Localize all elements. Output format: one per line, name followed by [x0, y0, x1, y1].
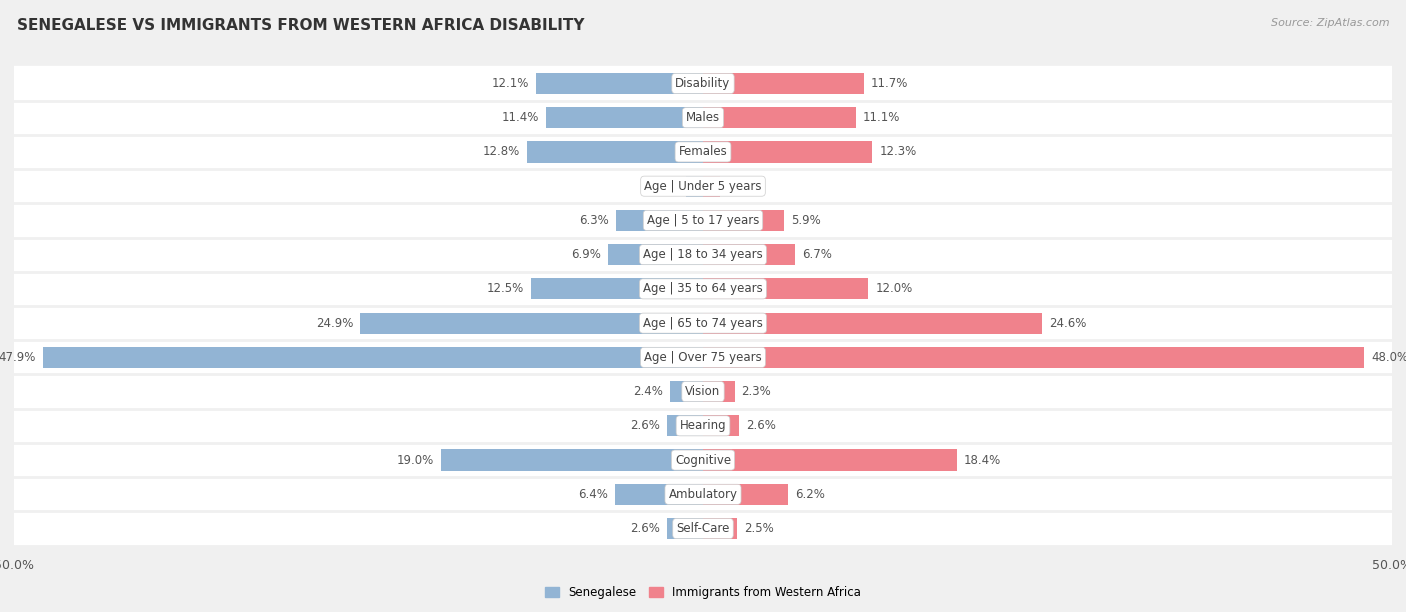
- Text: Age | Under 5 years: Age | Under 5 years: [644, 180, 762, 193]
- Bar: [614, 483, 703, 505]
- Bar: [703, 141, 873, 163]
- Text: 5.9%: 5.9%: [792, 214, 821, 227]
- Bar: [0, 443, 1406, 477]
- Bar: [668, 415, 703, 436]
- Text: 47.9%: 47.9%: [0, 351, 37, 364]
- Text: 6.3%: 6.3%: [579, 214, 609, 227]
- Bar: [0, 375, 1406, 409]
- Text: SENEGALESE VS IMMIGRANTS FROM WESTERN AFRICA DISABILITY: SENEGALESE VS IMMIGRANTS FROM WESTERN AF…: [17, 18, 585, 34]
- Text: Hearing: Hearing: [679, 419, 727, 432]
- Bar: [703, 278, 869, 299]
- Text: 1.2%: 1.2%: [727, 180, 756, 193]
- Bar: [703, 415, 738, 436]
- Text: 2.4%: 2.4%: [633, 385, 664, 398]
- Bar: [703, 73, 865, 94]
- Bar: [0, 409, 1406, 443]
- Text: 12.5%: 12.5%: [486, 282, 524, 296]
- Bar: [0, 100, 1406, 135]
- Text: Age | 65 to 74 years: Age | 65 to 74 years: [643, 316, 763, 330]
- Bar: [686, 176, 703, 197]
- Bar: [703, 176, 720, 197]
- Bar: [0, 340, 1406, 375]
- Legend: Senegalese, Immigrants from Western Africa: Senegalese, Immigrants from Western Afri…: [540, 581, 866, 603]
- Text: Age | 5 to 17 years: Age | 5 to 17 years: [647, 214, 759, 227]
- Text: 6.7%: 6.7%: [803, 248, 832, 261]
- Text: Source: ZipAtlas.com: Source: ZipAtlas.com: [1271, 18, 1389, 28]
- Text: 2.6%: 2.6%: [630, 522, 661, 535]
- Bar: [607, 244, 703, 265]
- Bar: [527, 141, 703, 163]
- Text: 12.8%: 12.8%: [482, 146, 520, 159]
- Bar: [703, 210, 785, 231]
- Bar: [441, 449, 703, 471]
- Text: Age | Over 75 years: Age | Over 75 years: [644, 351, 762, 364]
- Text: 2.5%: 2.5%: [744, 522, 775, 535]
- Bar: [0, 477, 1406, 512]
- Bar: [360, 313, 703, 334]
- Bar: [44, 347, 703, 368]
- Bar: [0, 135, 1406, 169]
- Text: 19.0%: 19.0%: [396, 453, 434, 466]
- Bar: [703, 381, 735, 402]
- Bar: [0, 203, 1406, 237]
- Text: 12.1%: 12.1%: [492, 77, 530, 90]
- Text: Age | 35 to 64 years: Age | 35 to 64 years: [643, 282, 763, 296]
- Text: 6.2%: 6.2%: [796, 488, 825, 501]
- Text: Age | 18 to 34 years: Age | 18 to 34 years: [643, 248, 763, 261]
- Text: 2.6%: 2.6%: [630, 419, 661, 432]
- Text: Males: Males: [686, 111, 720, 124]
- Text: Cognitive: Cognitive: [675, 453, 731, 466]
- Text: 12.0%: 12.0%: [875, 282, 912, 296]
- Bar: [703, 483, 789, 505]
- Text: 48.0%: 48.0%: [1371, 351, 1406, 364]
- Text: 2.6%: 2.6%: [745, 419, 776, 432]
- Bar: [0, 512, 1406, 546]
- Text: Disability: Disability: [675, 77, 731, 90]
- Bar: [0, 237, 1406, 272]
- Text: Females: Females: [679, 146, 727, 159]
- Bar: [0, 306, 1406, 340]
- Bar: [703, 107, 856, 129]
- Bar: [0, 169, 1406, 203]
- Text: 11.1%: 11.1%: [863, 111, 900, 124]
- Bar: [703, 518, 738, 539]
- Bar: [0, 66, 1406, 100]
- Bar: [703, 449, 956, 471]
- Text: 24.6%: 24.6%: [1049, 316, 1087, 330]
- Text: Self-Care: Self-Care: [676, 522, 730, 535]
- Bar: [546, 107, 703, 129]
- Text: Vision: Vision: [685, 385, 721, 398]
- Text: 1.2%: 1.2%: [650, 180, 679, 193]
- Bar: [616, 210, 703, 231]
- Bar: [536, 73, 703, 94]
- Text: 24.9%: 24.9%: [315, 316, 353, 330]
- Text: 12.3%: 12.3%: [879, 146, 917, 159]
- Bar: [703, 347, 1364, 368]
- Bar: [531, 278, 703, 299]
- Text: 6.9%: 6.9%: [571, 248, 600, 261]
- Text: 2.3%: 2.3%: [741, 385, 772, 398]
- Text: Ambulatory: Ambulatory: [668, 488, 738, 501]
- Text: 11.7%: 11.7%: [872, 77, 908, 90]
- Text: 18.4%: 18.4%: [963, 453, 1001, 466]
- Bar: [668, 518, 703, 539]
- Bar: [669, 381, 703, 402]
- Bar: [703, 244, 796, 265]
- Text: 6.4%: 6.4%: [578, 488, 607, 501]
- Text: 11.4%: 11.4%: [502, 111, 538, 124]
- Bar: [0, 272, 1406, 306]
- Bar: [703, 313, 1042, 334]
